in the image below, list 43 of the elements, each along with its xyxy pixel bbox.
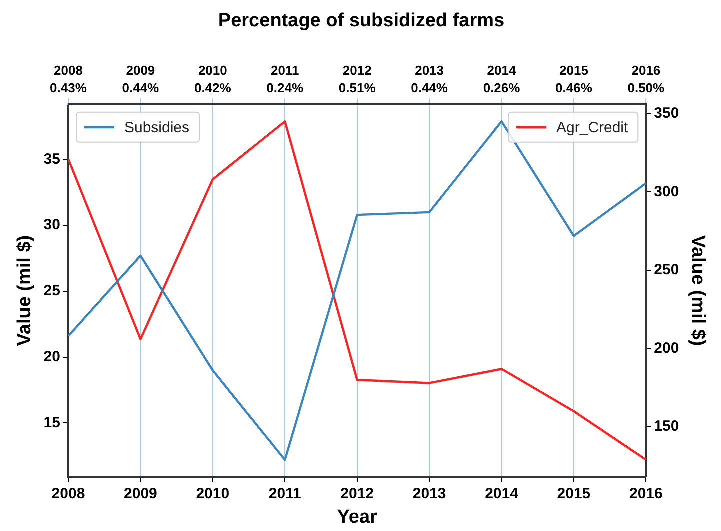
x2-tick-label: 2011 [271, 63, 300, 78]
y-tick-label: 35 [44, 150, 60, 168]
legend-label: Agr_Credit [556, 120, 630, 137]
text: 0.24% [266, 80, 304, 96]
x-tick-label: 2014 [485, 485, 520, 502]
legend-label: Subsidies [124, 120, 190, 137]
y2-axis-title: Value (mil $) [687, 235, 708, 346]
y-tick-label: 15 [44, 414, 60, 432]
x2-tick-label: 2014 [487, 63, 517, 78]
x-tick-label: 2015 [557, 485, 591, 502]
x2-tick-label: 2010 [198, 63, 228, 78]
x-tick-label: 2009 [124, 485, 158, 502]
x-axis-title: Year [337, 506, 378, 528]
x-tick-label: 2016 [629, 485, 663, 502]
x2-tick-label: 2016 [632, 63, 661, 78]
chart-title: Percentage of subsidized farms [218, 10, 505, 32]
y2-tick-label: 200 [654, 340, 680, 357]
y2-tick-label: 350 [654, 104, 680, 122]
x2-tick-label: 2008 [54, 63, 83, 78]
x2-tick-label: 2015 [560, 63, 588, 78]
x2-tick-label: 2013 [415, 63, 444, 78]
text: 0.42% [194, 80, 232, 96]
x-tick-label: 2012 [340, 485, 374, 502]
x2-tick-label: 2009 [126, 63, 156, 78]
x-tick-label: 2011 [268, 485, 302, 502]
text: 0.50% [628, 80, 666, 96]
text: 0.44% [122, 80, 160, 96]
y-tick-label: 30 [44, 216, 60, 234]
x-tick-label: 2010 [196, 485, 230, 502]
y-tick-label: 20 [44, 348, 60, 366]
x-tick-label: 2008 [52, 485, 86, 502]
text: 0.46% [556, 80, 593, 96]
y2-tick-label: 300 [654, 183, 680, 200]
y2-tick-label: 250 [654, 262, 680, 279]
x-tick-label: 2013 [412, 485, 446, 502]
y-axis-title: Value (mil $) [14, 235, 36, 346]
text: 0.26% [483, 80, 521, 96]
text: 0.44% [411, 80, 448, 96]
x2-tick-label: 2012 [342, 63, 372, 78]
y2-tick-label: 150 [654, 418, 680, 436]
text: 0.51% [338, 80, 376, 96]
text: 0.43% [50, 80, 88, 96]
y-tick-label: 25 [44, 282, 60, 300]
